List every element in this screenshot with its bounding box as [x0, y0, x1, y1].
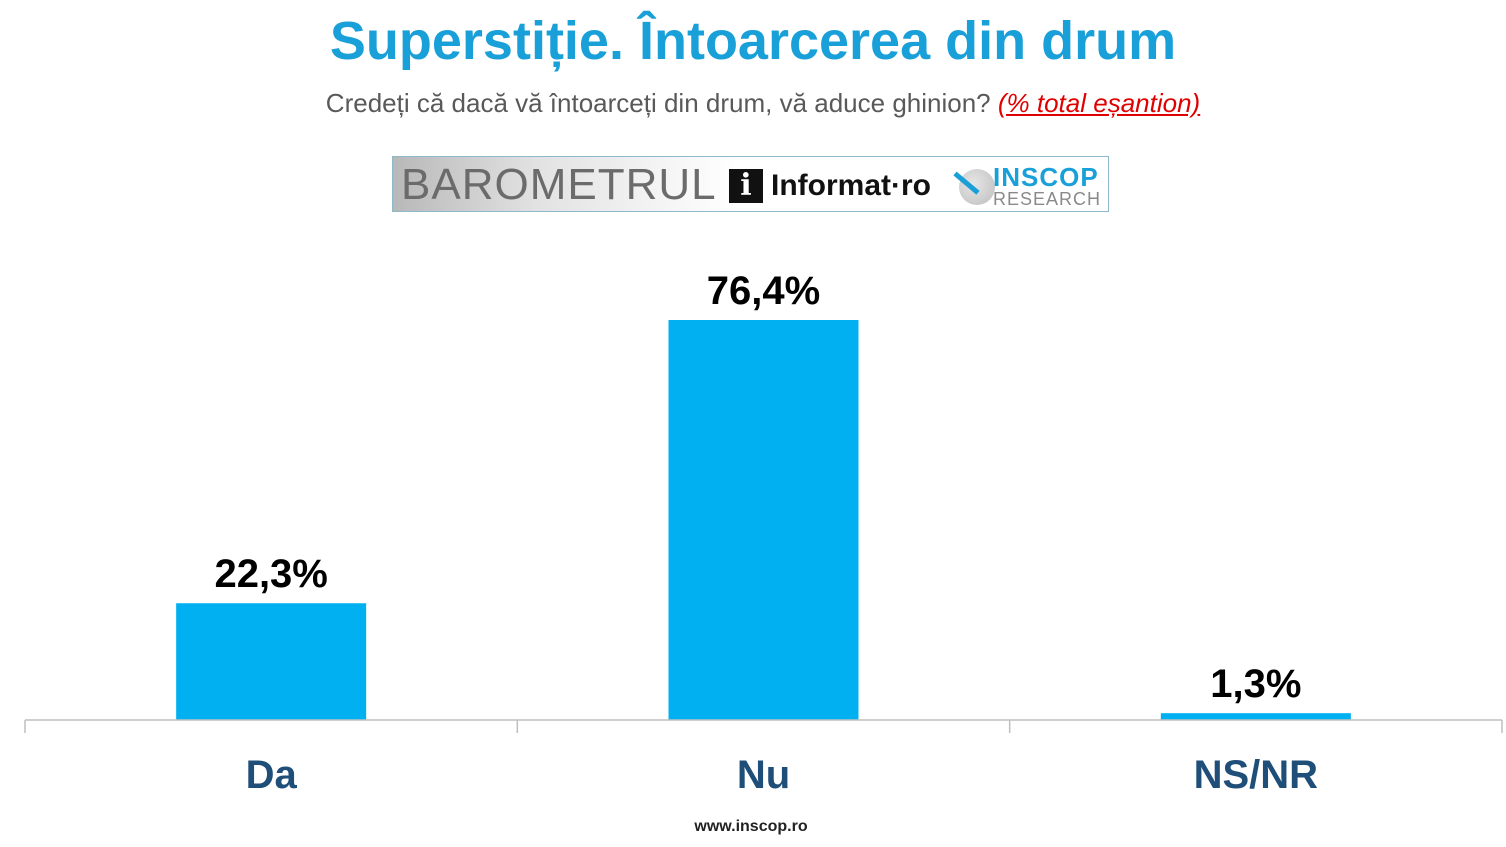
inscop-globe-icon: [959, 169, 995, 205]
category-label: Nu: [737, 753, 790, 797]
subtitle-question: Credeți că dacă vă întoarceți din drum, …: [325, 88, 991, 118]
inscop-logo-text: INSCOP: [993, 162, 1099, 192]
category-label: Da: [246, 753, 298, 797]
inscop-logo: INSCOP RESEARCH: [953, 162, 1105, 209]
subtitle-note: (% total eșantion): [997, 88, 1201, 118]
bar-ns-nr: [1160, 713, 1351, 720]
inscop-logo-subtext: RESEARCH: [993, 189, 1102, 209]
sponsor-banner: BAROMETRUL i Informat·ro INSCOP RESEARCH: [392, 156, 1109, 212]
bar-da: [176, 603, 367, 720]
barometru-logo-text: BAROMETRUL: [401, 160, 717, 209]
chart-title: Superstiție. Întoarcerea din drum: [329, 11, 1177, 71]
category-label: NS/NR: [1194, 753, 1319, 797]
informat-logo: i Informat·ro: [729, 169, 931, 203]
informat-icon: i: [729, 169, 763, 203]
data-label: 76,4%: [707, 269, 820, 313]
footer-url: www.inscop.ro: [694, 818, 808, 835]
bar-nu: [668, 320, 859, 720]
informat-logo-text: Informat·ro: [771, 169, 931, 202]
data-label: 22,3%: [214, 552, 327, 596]
chart-subtitle: Credeți că dacă vă întoarceți din drum, …: [0, 86, 1506, 120]
data-label: 1,3%: [1210, 662, 1301, 706]
